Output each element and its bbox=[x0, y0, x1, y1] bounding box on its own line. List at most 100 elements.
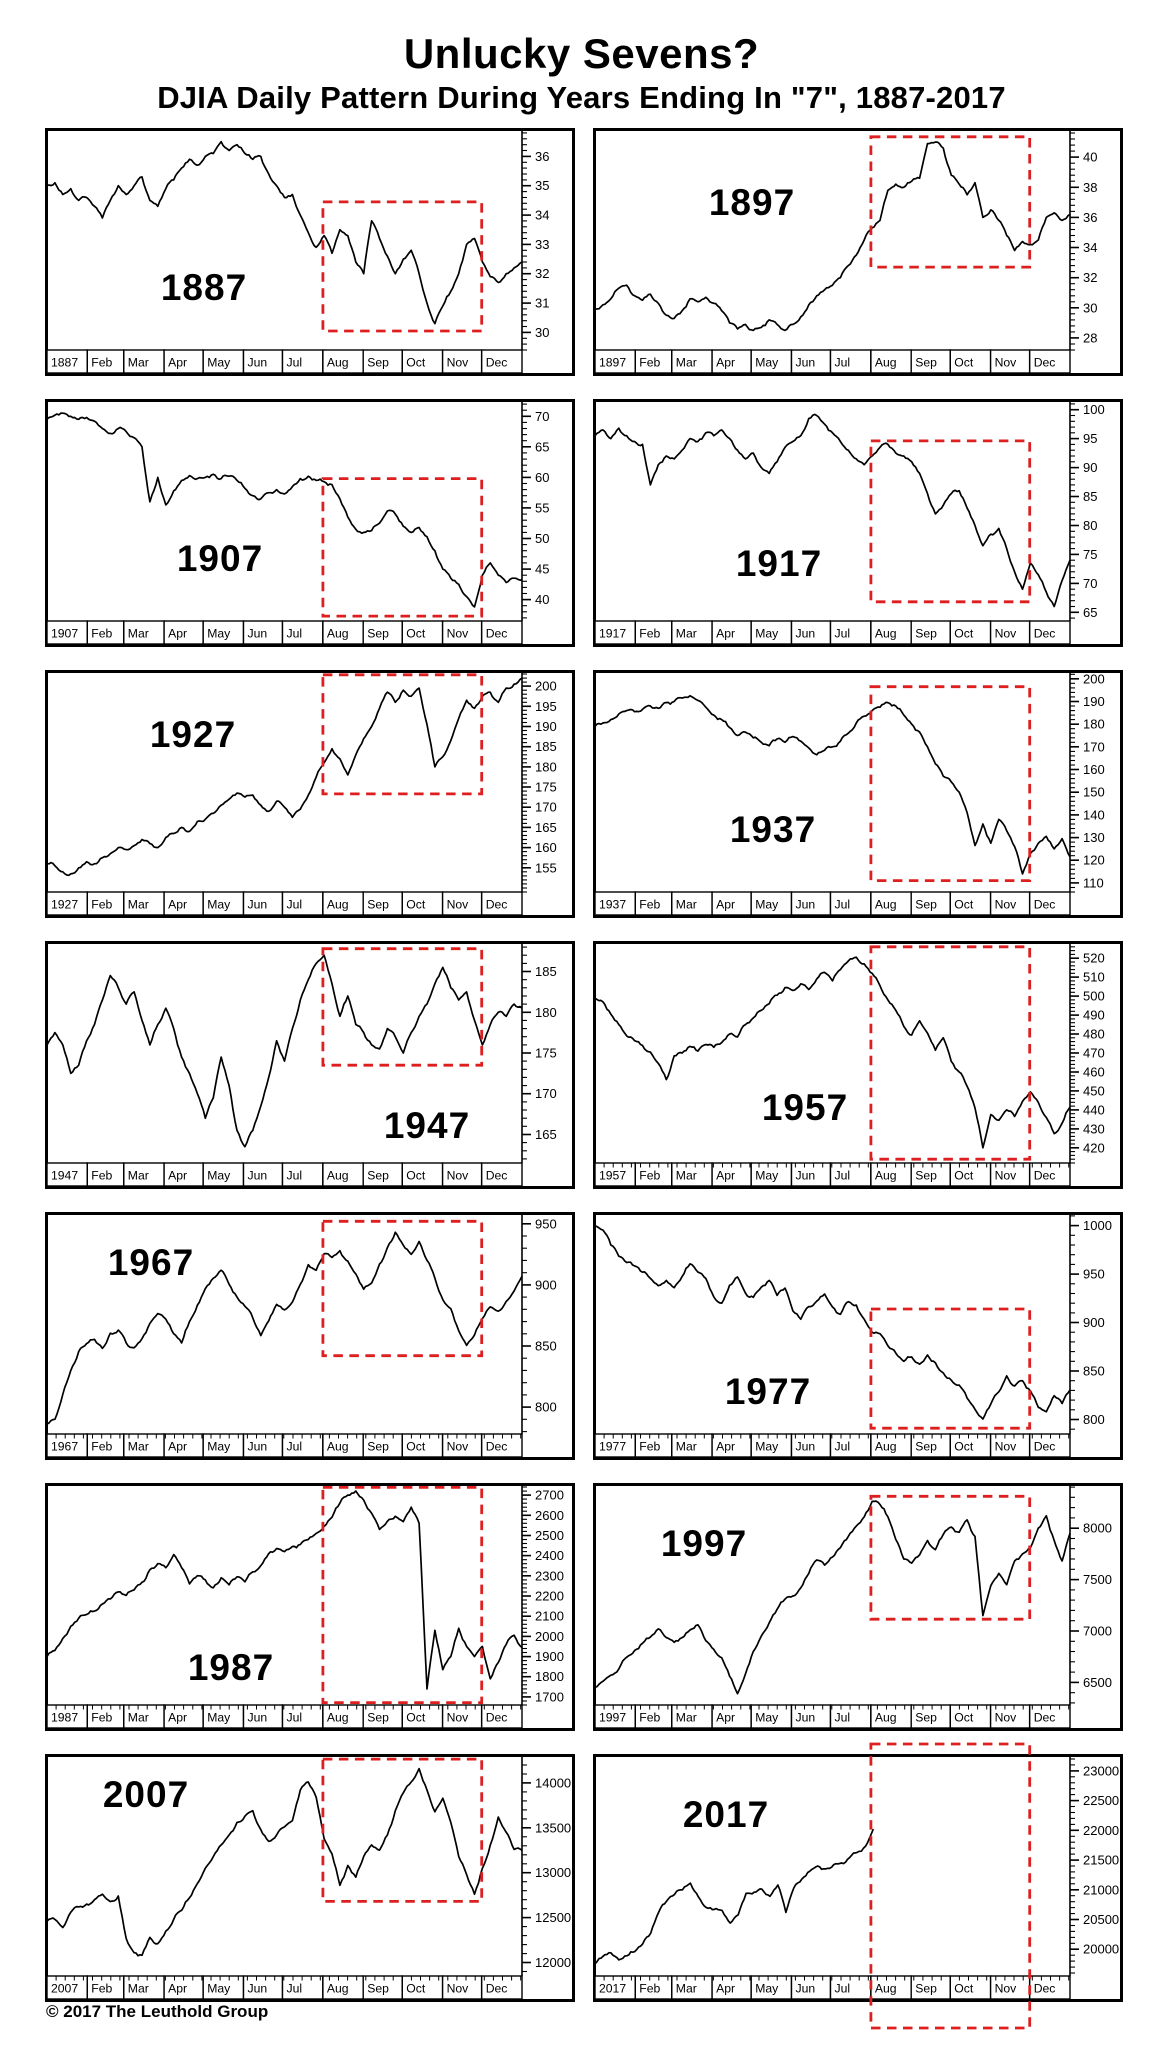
x-month-label: Apr bbox=[716, 1440, 735, 1454]
x-month-label: Oct bbox=[954, 356, 974, 370]
highlight-box bbox=[321, 947, 484, 1067]
y-tick-label: 40 bbox=[535, 592, 549, 607]
x-month-label: Apr bbox=[168, 1711, 187, 1725]
x-month-label: Oct bbox=[954, 1169, 974, 1183]
highlight-box bbox=[321, 1486, 484, 1704]
x-month-label: Jul bbox=[835, 1440, 851, 1454]
y-tick-label: 31 bbox=[535, 296, 549, 311]
x-month-label: Aug bbox=[875, 898, 897, 912]
x-axis: 1887 Feb Mar Apr May Jun Jul Aug Sep Oct Nov Dec bbox=[46, 349, 523, 374]
y-tick-label: 45 bbox=[535, 562, 549, 577]
y-tick-label: 32 bbox=[535, 266, 549, 281]
y-axis: 420 430 440 450 460 470 480 490 500 510 520 bbox=[1069, 942, 1105, 1164]
x-month-label: Mar bbox=[676, 627, 697, 641]
y-tick-label: 12500 bbox=[535, 1910, 571, 1925]
y-tick-label: 8000 bbox=[1083, 1521, 1112, 1536]
x-month-label: 1927 bbox=[51, 898, 78, 912]
x-month-label: May bbox=[207, 898, 231, 912]
y-tick-label: 20000 bbox=[1083, 1942, 1119, 1957]
x-month-label: Dec bbox=[486, 356, 508, 370]
x-month-label: Oct bbox=[406, 1982, 426, 1996]
x-month-label: Nov bbox=[447, 1711, 470, 1725]
x-month-label: Oct bbox=[954, 1982, 974, 1996]
year-label: 1917 bbox=[736, 543, 822, 584]
y-tick-label: 200 bbox=[535, 679, 557, 694]
x-month-label: Sep bbox=[915, 1982, 937, 1996]
x-month-label: 1887 bbox=[51, 356, 78, 370]
x-month-label: Dec bbox=[1034, 627, 1056, 641]
x-month-label: Jul bbox=[287, 898, 303, 912]
x-month-label: Dec bbox=[1034, 898, 1056, 912]
x-month-label: Nov bbox=[447, 1440, 470, 1454]
x-month-label: Jun bbox=[248, 1440, 268, 1454]
x-month-label: Jul bbox=[835, 1169, 851, 1183]
x-month-label: Mar bbox=[128, 898, 149, 912]
y-tick-label: 21000 bbox=[1083, 1882, 1119, 1897]
x-month-label: Sep bbox=[915, 898, 937, 912]
x-month-label: Jun bbox=[796, 898, 816, 912]
year-label: 1957 bbox=[762, 1087, 848, 1128]
chart-panel-1927: 1927 Feb Mar Apr May Jun Jul Aug Sep Oct Nov Dec 155… bbox=[45, 670, 575, 918]
x-month-label: Oct bbox=[406, 1440, 426, 1454]
y-axis: 65 70 75 80 85 90 95 100 bbox=[1069, 401, 1105, 621]
x-month-label: Jun bbox=[248, 1711, 268, 1725]
y-tick-label: 200 bbox=[1083, 671, 1105, 686]
x-month-label: 1957 bbox=[599, 1169, 626, 1183]
price-line bbox=[46, 1490, 523, 1690]
x-month-label: Oct bbox=[406, 1711, 426, 1725]
y-tick-label: 1000 bbox=[1083, 1218, 1112, 1233]
x-month-label: Oct bbox=[406, 898, 426, 912]
x-month-label: May bbox=[755, 1711, 779, 1725]
x-month-label: Apr bbox=[168, 1982, 187, 1996]
x-month-label: Nov bbox=[447, 627, 470, 641]
x-month-label: Aug bbox=[327, 1982, 349, 1996]
y-tick-label: 165 bbox=[535, 820, 557, 835]
x-month-label: 1997 bbox=[599, 1711, 626, 1725]
x-month-label: Sep bbox=[915, 627, 937, 641]
x-month-label: 1947 bbox=[51, 1169, 78, 1183]
y-tick-label: 90 bbox=[1083, 460, 1097, 475]
y-tick-label: 75 bbox=[1083, 547, 1097, 562]
y-tick-label: 34 bbox=[535, 208, 549, 223]
chart-title: Unlucky Sevens? bbox=[403, 30, 760, 77]
x-month-label: Sep bbox=[915, 356, 937, 370]
highlight-box bbox=[869, 135, 1032, 269]
x-month-label: Mar bbox=[676, 898, 697, 912]
y-tick-label: 13500 bbox=[535, 1820, 571, 1835]
panel-border bbox=[593, 670, 1123, 918]
x-month-label: Aug bbox=[875, 1982, 897, 1996]
y-tick-label: 420 bbox=[1083, 1140, 1105, 1155]
chart-panel-1907: 1907 Feb Mar Apr May Jun Jul Aug Sep Oct Nov Dec 40 4… bbox=[45, 399, 575, 647]
x-month-label: Oct bbox=[406, 627, 426, 641]
y-tick-label: 120 bbox=[1083, 853, 1105, 868]
figure-header: Unlucky Sevens? DJIA Daily Pattern Durin… bbox=[0, 30, 1163, 118]
x-month-label: Apr bbox=[716, 627, 735, 641]
x-month-label: May bbox=[755, 1440, 779, 1454]
x-month-label: Jul bbox=[835, 1711, 851, 1725]
x-axis: 1987 Feb Mar Apr May Jun Jul Aug Sep Oct Nov Dec bbox=[46, 1704, 523, 1729]
x-month-label: Apr bbox=[168, 1169, 187, 1183]
x-month-label: Feb bbox=[639, 898, 660, 912]
y-axis: 800 850 900 950 1000 bbox=[1069, 1214, 1112, 1434]
x-month-label: Feb bbox=[639, 1982, 660, 1996]
y-tick-label: 12000 bbox=[535, 1955, 571, 1970]
y-tick-label: 65 bbox=[1083, 605, 1097, 620]
x-month-label: Oct bbox=[954, 627, 974, 641]
x-month-label: Sep bbox=[367, 1982, 389, 1996]
x-month-label: May bbox=[207, 1711, 231, 1725]
panel-border bbox=[45, 1212, 575, 1460]
y-tick-label: 85 bbox=[1083, 489, 1097, 504]
x-month-label: Nov bbox=[447, 1169, 470, 1183]
x-month-label: 1987 bbox=[51, 1711, 78, 1725]
x-month-label: Oct bbox=[954, 1711, 974, 1725]
x-month-label: Dec bbox=[1034, 1169, 1056, 1183]
x-month-label: Mar bbox=[128, 1711, 149, 1725]
y-tick-label: 36 bbox=[535, 149, 549, 164]
x-month-label: Dec bbox=[486, 1982, 508, 1996]
x-month-label: Aug bbox=[875, 1169, 897, 1183]
y-axis: 12000 12500 13000 13500 14000 bbox=[521, 1755, 571, 1976]
y-axis: 165 170 175 180 185 bbox=[521, 943, 557, 1163]
panel-border bbox=[593, 1754, 1123, 2002]
y-tick-label: 21500 bbox=[1083, 1853, 1119, 1868]
y-tick-label: 95 bbox=[1083, 431, 1097, 446]
